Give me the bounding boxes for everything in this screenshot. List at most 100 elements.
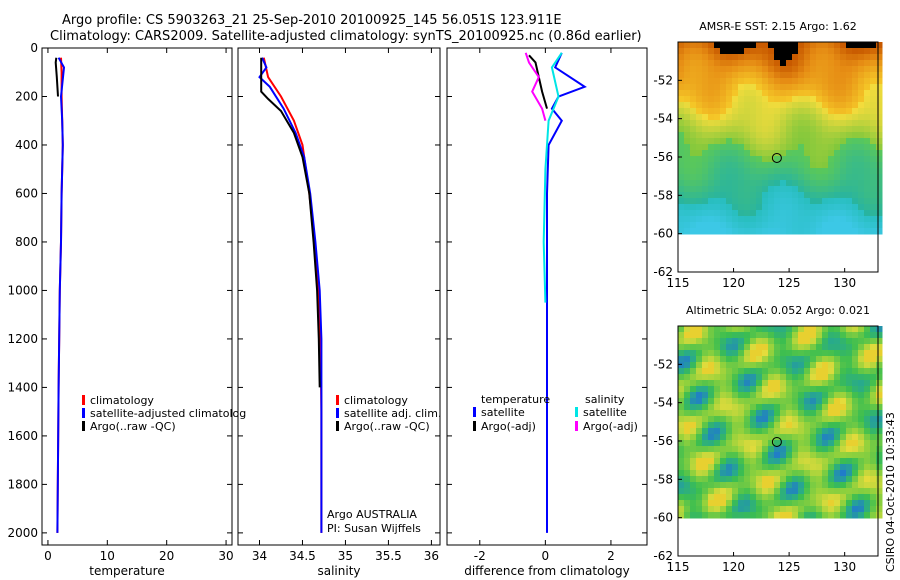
map-cell <box>834 180 841 187</box>
map-cell <box>744 102 751 109</box>
map-cell <box>876 186 883 193</box>
map-cell <box>864 356 871 363</box>
map-cell <box>690 506 697 513</box>
map-cell <box>738 198 745 205</box>
map-cell <box>858 42 865 49</box>
map-cell <box>678 410 685 417</box>
map-cell <box>864 398 871 405</box>
map-cell <box>726 90 733 97</box>
map-cell <box>714 66 721 73</box>
map-cell <box>816 150 823 157</box>
map-cell <box>762 416 769 423</box>
map-cell <box>696 174 703 181</box>
map-cell <box>798 90 805 97</box>
map-cell <box>828 198 835 205</box>
map-cell <box>840 434 847 441</box>
map-cell <box>708 108 715 115</box>
map-cell <box>846 500 853 507</box>
map-cell <box>726 452 733 459</box>
y-tick-label: 1800 <box>7 477 38 491</box>
map-cell <box>702 434 709 441</box>
map-cell <box>738 488 745 495</box>
map-cell <box>798 494 805 501</box>
map-cell <box>768 368 775 375</box>
map-cell <box>738 374 745 381</box>
map-cell <box>708 350 715 357</box>
map-cell <box>774 338 781 345</box>
map-cell <box>792 506 799 513</box>
map-cell <box>762 362 769 369</box>
map-cell <box>756 204 763 211</box>
map-cell <box>858 168 865 175</box>
map-cell <box>840 356 847 363</box>
map-cell <box>768 350 775 357</box>
map-cell <box>690 386 697 393</box>
map-cell <box>732 374 739 381</box>
map-cell <box>810 500 817 507</box>
map-cell <box>702 506 709 513</box>
map-cell <box>726 476 733 483</box>
map-cell <box>804 422 811 429</box>
map-cell <box>834 500 841 507</box>
map-cell <box>696 168 703 175</box>
map-cell <box>690 198 697 205</box>
map-cell <box>726 494 733 501</box>
y-tick-label: -52 <box>653 357 673 371</box>
map-cell <box>762 216 769 223</box>
map-cell <box>696 216 703 223</box>
map-cell <box>732 156 739 163</box>
map-cell <box>786 60 793 67</box>
map-cell <box>714 470 721 477</box>
map-cell <box>810 132 817 139</box>
map-cell <box>732 120 739 127</box>
map-cell <box>756 452 763 459</box>
map-cell <box>702 162 709 169</box>
map-cell <box>744 144 751 151</box>
map-cell <box>762 506 769 513</box>
map-cell <box>852 416 859 423</box>
map-cell <box>798 422 805 429</box>
map-cell <box>792 368 799 375</box>
map-cell <box>810 156 817 163</box>
map-cell <box>720 138 727 145</box>
map-cell <box>780 482 787 489</box>
map-cell <box>792 216 799 223</box>
map-cell <box>744 222 751 229</box>
map-cell <box>756 362 763 369</box>
map-cell <box>678 204 685 211</box>
map-cell <box>840 96 847 103</box>
map-cell <box>738 114 745 121</box>
map-cell <box>816 222 823 229</box>
map-cell <box>750 458 757 465</box>
map-cell <box>720 488 727 495</box>
map-cell <box>810 162 817 169</box>
map-cell <box>696 380 703 387</box>
map-cell <box>720 374 727 381</box>
map-cell <box>822 132 829 139</box>
map-cell <box>792 222 799 229</box>
map-cell <box>798 132 805 139</box>
map-cell <box>690 228 697 235</box>
map-cell <box>774 350 781 357</box>
map-cell <box>810 186 817 193</box>
map-cell <box>804 494 811 501</box>
map-cell <box>816 162 823 169</box>
map-cell <box>834 198 841 205</box>
map-cell <box>834 452 841 459</box>
map-cell <box>714 102 721 109</box>
map-cell <box>810 362 817 369</box>
map-cell <box>792 488 799 495</box>
map-cell <box>846 204 853 211</box>
map-cell <box>828 72 835 79</box>
map-cell <box>702 192 709 199</box>
map-cell <box>726 446 733 453</box>
map-cell <box>858 368 865 375</box>
map-cell <box>870 96 877 103</box>
map-cell <box>840 344 847 351</box>
map-cell <box>750 204 757 211</box>
map-cell <box>810 150 817 157</box>
map-cell <box>714 132 721 139</box>
map-cell <box>720 482 727 489</box>
map-cell <box>774 476 781 483</box>
x-axis-label: salinity <box>317 564 360 578</box>
